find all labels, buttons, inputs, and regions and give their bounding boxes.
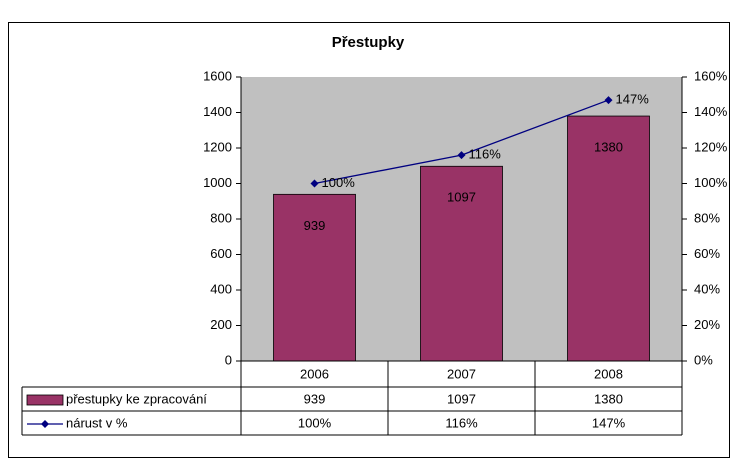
y2-tick-label: 40% — [694, 281, 720, 296]
y2-tick-label: 20% — [694, 317, 720, 332]
table-cell: 1380 — [594, 391, 623, 406]
bar-value-label: 1380 — [594, 139, 623, 154]
y-tick-label: 400 — [210, 281, 232, 296]
table-cell: 147% — [592, 415, 626, 430]
y-tick-label: 1600 — [203, 68, 232, 83]
legend-key-marker — [41, 420, 49, 428]
legend-label: nárust v % — [66, 415, 128, 430]
line-marker — [457, 151, 466, 160]
line-value-label: 100% — [322, 175, 356, 190]
y2-tick-label: 60% — [694, 246, 720, 261]
x-tick-label: 2007 — [447, 366, 476, 381]
y2-tick-label: 80% — [694, 210, 720, 225]
legend-label: přestupky ke zpracování — [66, 391, 207, 406]
bar-value-label: 939 — [304, 218, 326, 233]
bar — [420, 165, 503, 362]
y-tick-label: 1200 — [203, 139, 232, 154]
chart-title: Přestupky — [332, 34, 405, 51]
line-marker — [604, 96, 613, 105]
table-cell: 1097 — [447, 391, 476, 406]
bar — [273, 193, 356, 362]
legend-key — [26, 394, 64, 406]
y-tick-label: 1400 — [203, 104, 232, 119]
y-tick-label: 600 — [210, 246, 232, 261]
line-value-label: 147% — [616, 92, 650, 107]
y-tick-label: 0 — [225, 352, 232, 367]
y2-tick-label: 120% — [694, 139, 728, 154]
y2-tick-label: 0% — [694, 352, 713, 367]
table-cell: 116% — [445, 415, 478, 430]
y2-tick-label: 160% — [694, 68, 728, 83]
y2-tick-label: 100% — [694, 175, 728, 190]
bar — [567, 115, 650, 362]
line-value-label: 116% — [469, 147, 502, 162]
y-tick-label: 800 — [210, 210, 232, 225]
table-cell: 939 — [304, 391, 326, 406]
y-tick-label: 200 — [210, 317, 232, 332]
x-tick-label: 2006 — [300, 366, 329, 381]
y2-tick-label: 140% — [694, 104, 728, 119]
bar-value-label: 1097 — [447, 190, 476, 205]
y-tick-label: 1000 — [203, 175, 232, 190]
line-marker — [310, 179, 319, 188]
x-tick-label: 2008 — [594, 366, 623, 381]
table-cell: 100% — [298, 415, 332, 430]
